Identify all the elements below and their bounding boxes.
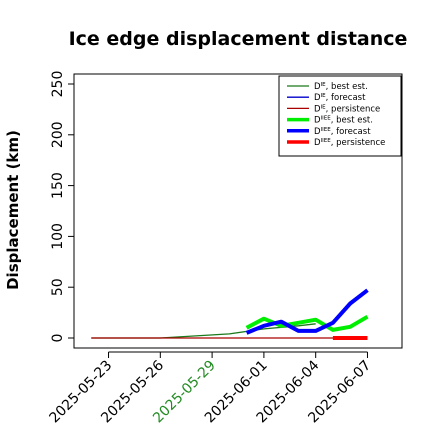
y-tick-label: 50	[50, 278, 66, 296]
y-tick-label: 150	[50, 172, 66, 199]
legend-entry-1: DIE, forecast	[314, 93, 366, 103]
series-layer	[91, 288, 369, 340]
series-line-3	[245, 314, 369, 332]
legend-entry-base: D	[314, 138, 321, 148]
legend-entry-base: D	[314, 82, 321, 92]
series-line-4	[245, 288, 369, 335]
legend-entry-base: D	[314, 104, 321, 114]
y-tick-label: 0	[50, 334, 66, 343]
legend-entry-base: D	[314, 116, 321, 126]
legend-entry-superscript: IE	[321, 104, 327, 110]
legend-entry-superscript: IIEE	[321, 116, 332, 122]
legend-entry-label: , forecast	[326, 93, 366, 103]
legend-entry-superscript: IIEE	[321, 127, 332, 133]
legend-entry-label: , persistence	[331, 138, 386, 148]
legend-entry-0: DIE, best est.	[314, 82, 368, 92]
legend-entry-2: DIE, persistence	[314, 104, 380, 114]
legend-entry-label: , best est.	[331, 116, 373, 126]
legend-entry-4: DIIEE, forecast	[314, 127, 371, 137]
legend-entry-label: , forecast	[331, 127, 371, 137]
legend-entry-base: D	[314, 127, 321, 137]
legend-entry-superscript: IIEE	[321, 138, 332, 144]
y-axis-label: Displacement (km)	[4, 130, 22, 290]
legend-entry-label: , persistence	[326, 104, 381, 114]
legend-entry-superscript: IE	[321, 93, 327, 99]
legend-entry-3: DIIEE, best est.	[314, 116, 373, 126]
legend-entry-label: , best est.	[326, 82, 368, 92]
y-tick-label: 250	[50, 71, 66, 98]
legend-entry-base: D	[314, 93, 321, 103]
y-tick-label: 200	[50, 121, 66, 148]
y-axis: 0 50 100 150 200 250	[50, 71, 75, 343]
chart-title: Ice edge displacement distance	[69, 28, 408, 50]
y-tick-label: 100	[50, 223, 66, 250]
x-axis: 2025-05-232025-05-262025-05-292025-06-01…	[47, 351, 374, 426]
legend-entry-superscript: IE	[321, 82, 327, 88]
legend-entry-5: DIIEE, persistence	[314, 138, 385, 148]
